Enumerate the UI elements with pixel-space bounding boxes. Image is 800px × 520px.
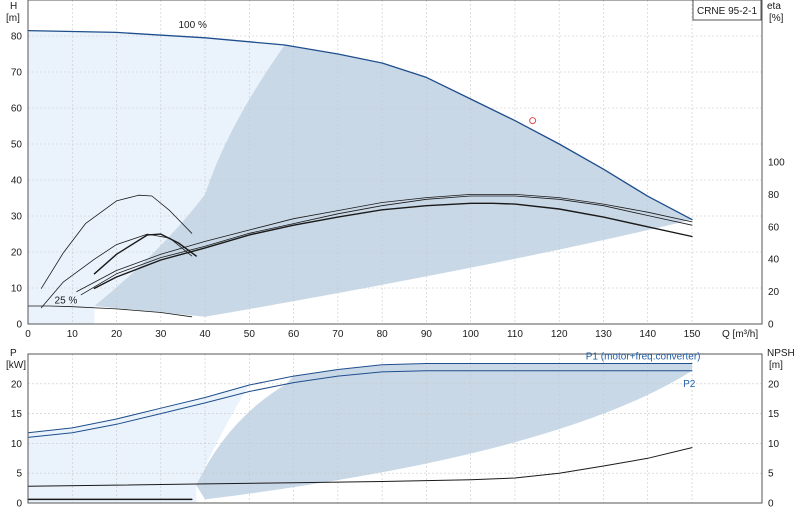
right-tick-label-top: 0 (768, 320, 774, 331)
series-line-bottom-2 (27, 447, 693, 487)
title-box (692, 0, 762, 21)
left-axis-unit-top: [m] (6, 13, 20, 24)
annotation-top-1: 25 % (55, 296, 78, 307)
series-line-top-7 (93, 233, 197, 275)
x-tick-label: 150 (684, 329, 701, 340)
right-tick-label-bottom: 15 (768, 409, 780, 420)
x-tick-label: 100 (462, 329, 479, 340)
left-tick-label-top: 20 (11, 248, 23, 259)
x-axis-label: Q [m³/h] (722, 329, 758, 340)
right-axis-unit-top: [%] (769, 13, 784, 24)
left-tick-label-top: 30 (11, 212, 23, 223)
power-range-dark-area (196, 363, 693, 500)
x-tick-label: 50 (244, 329, 256, 340)
plot-frame-top (27, 0, 763, 325)
left-axis-unit-bottom: [kW] (6, 360, 26, 371)
right-tick-label-bottom: 10 (768, 439, 780, 450)
right-tick-label-bottom: 0 (768, 499, 774, 510)
series-line-top-3 (76, 194, 693, 292)
left-tick-label-top: 60 (11, 104, 23, 115)
chart-series-lines (27, 29, 693, 501)
left-tick-label-top: 10 (11, 284, 23, 295)
right-tick-label-bottom: 20 (768, 379, 780, 390)
series-line-top-2 (80, 195, 693, 296)
x-tick-label: 10 (67, 329, 79, 340)
annotation-bottom-1: P2 (683, 379, 696, 390)
left-tick-label-top: 0 (16, 320, 22, 331)
left-tick-label-top: 70 (11, 68, 23, 79)
right-axis-label-top: eta (767, 1, 781, 12)
x-tick-label: 40 (200, 329, 212, 340)
right-tick-label-top: 20 (768, 287, 780, 298)
operating-range-dark-area (94, 45, 692, 317)
series-line-bottom-1 (27, 370, 693, 438)
chart-fill-areas (28, 30, 693, 503)
series-line-top-1 (27, 305, 193, 318)
x-tick-label: 0 (25, 329, 31, 340)
x-tick-label: 130 (595, 329, 612, 340)
left-tick-label-top: 50 (11, 140, 23, 151)
chart-gridlines (28, 0, 762, 503)
chart-frames (27, 0, 763, 504)
x-tick-label: 90 (421, 329, 433, 340)
x-tick-label: 30 (155, 329, 167, 340)
series-line-bottom-0 (27, 363, 693, 434)
right-tick-label-top: 60 (768, 222, 780, 233)
x-tick-label: 80 (377, 329, 389, 340)
chart-labels: 01020304050607080020406080100H[m]eta[%]0… (6, 1, 795, 510)
annotation-top-0: 100 % (179, 20, 207, 31)
left-tick-label-bottom: 10 (11, 439, 23, 450)
right-axis-label-bottom: NPSH (767, 348, 795, 359)
operating-range-light-area (28, 30, 285, 324)
left-axis-label-top: H (10, 1, 17, 12)
series-line-top-4 (93, 202, 693, 290)
series-line-top-0 (27, 29, 693, 221)
left-axis-label-bottom: P (10, 348, 17, 359)
annotation-bottom-0: P1 (motor+freq.converter) (586, 351, 701, 362)
right-axis-unit-bottom: [m] (769, 360, 783, 371)
x-tick-label: 120 (551, 329, 568, 340)
series-line-top-5 (40, 194, 193, 289)
left-tick-label-top: 80 (11, 32, 23, 43)
right-tick-label-bottom: 5 (768, 469, 774, 480)
left-tick-label-bottom: 0 (16, 499, 22, 510)
x-tick-label: 20 (111, 329, 123, 340)
right-tick-label-top: 40 (768, 255, 780, 266)
left-tick-label-bottom: 5 (16, 469, 22, 480)
plot-frame-bottom (27, 353, 763, 504)
left-tick-label-bottom: 20 (11, 379, 23, 390)
x-tick-label: 70 (332, 329, 344, 340)
x-tick-label: 60 (288, 329, 300, 340)
x-tick-label: 140 (639, 329, 656, 340)
chart-title: CRNE 95-2-1 (697, 6, 757, 17)
right-tick-label-top: 80 (768, 190, 780, 201)
left-tick-label-bottom: 15 (11, 409, 23, 420)
duty-point-marker (529, 117, 537, 125)
x-tick-label: 110 (507, 329, 523, 340)
right-tick-label-top: 100 (768, 158, 785, 169)
left-tick-label-top: 40 (11, 176, 23, 187)
